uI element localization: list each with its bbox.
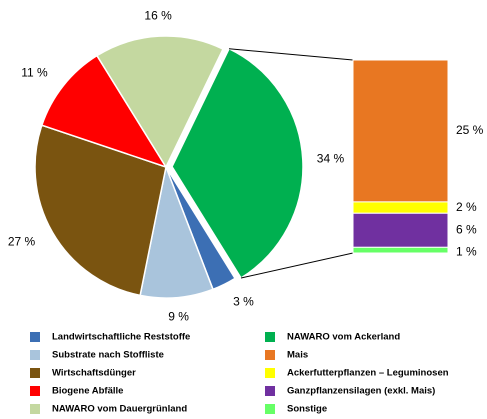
legend-swatch bbox=[30, 404, 40, 414]
data-label: 2 % bbox=[456, 200, 477, 214]
connector bbox=[228, 48, 354, 61]
legend-label: NAWARO vom Dauergrünland bbox=[52, 404, 187, 415]
legend-swatch bbox=[265, 332, 275, 342]
data-label: 1 % bbox=[456, 244, 477, 258]
pie-slice bbox=[171, 47, 304, 280]
connector bbox=[240, 252, 354, 279]
legend-label: Biogene Abfälle bbox=[52, 386, 123, 397]
data-label: 34 % bbox=[317, 151, 345, 165]
data-label: 25 % bbox=[456, 123, 484, 137]
legend-label: Sonstige bbox=[287, 404, 327, 415]
legend-label: Mais bbox=[287, 350, 308, 361]
legend-swatch bbox=[265, 404, 275, 414]
data-label: 6 % bbox=[456, 222, 477, 236]
data-label: 3 % bbox=[233, 294, 254, 308]
legend-label: Ackerfutterpflanzen – Leguminosen bbox=[287, 368, 449, 379]
pie-slice bbox=[40, 54, 168, 169]
legend-label: Landwirtschaftliche Reststoffe bbox=[52, 332, 190, 343]
bar-segment bbox=[352, 201, 449, 214]
legend-swatch bbox=[265, 350, 275, 360]
legend-label: Substrate nach Stoffliste bbox=[52, 350, 164, 361]
bar-segment bbox=[352, 212, 449, 248]
data-label: 11 % bbox=[21, 65, 48, 79]
pie-slice bbox=[34, 124, 167, 297]
bar-segment bbox=[352, 246, 449, 254]
legend-label: Ganzpflanzensilagen (exkl. Mais) bbox=[287, 386, 435, 397]
bar-segment bbox=[352, 59, 449, 203]
legend-label: NAWARO vom Ackerland bbox=[287, 332, 400, 343]
legend-swatch bbox=[30, 386, 40, 396]
legend-label: Wirtschaftsdünger bbox=[52, 368, 136, 379]
legend-swatch bbox=[30, 350, 40, 360]
legend-swatch bbox=[265, 368, 275, 378]
data-label: 16 % bbox=[144, 8, 172, 22]
data-label: 27 % bbox=[8, 235, 36, 249]
pie-slice bbox=[95, 35, 225, 169]
legend-swatch bbox=[265, 386, 275, 396]
data-label: 9 % bbox=[168, 310, 189, 324]
legend-swatch bbox=[30, 332, 40, 342]
legend-swatch bbox=[30, 368, 40, 378]
